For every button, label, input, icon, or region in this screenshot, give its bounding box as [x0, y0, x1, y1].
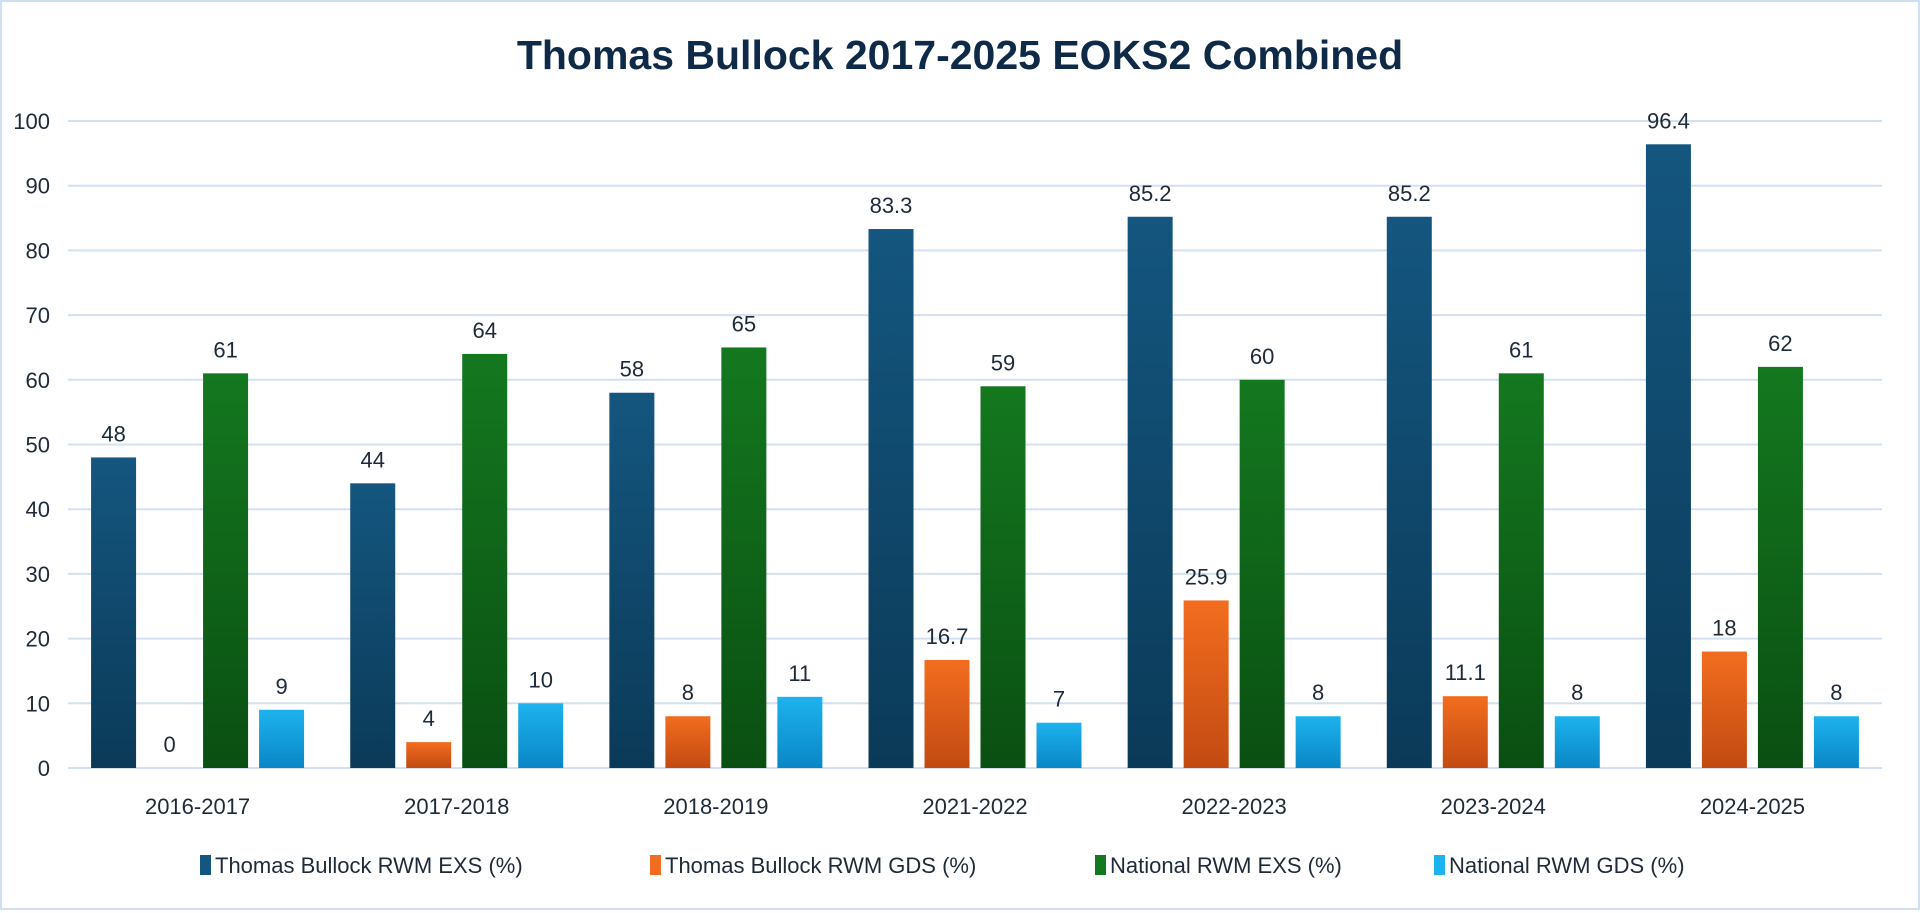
data-label: 8 [1830, 680, 1842, 705]
bar [924, 659, 970, 768]
chart-title: Thomas Bullock 2017-2025 EOKS2 Combined [517, 32, 1403, 78]
data-label: 4 [423, 706, 435, 731]
bar [1239, 379, 1285, 768]
data-label: 61 [213, 337, 237, 362]
bar [518, 703, 564, 768]
bar [1645, 144, 1691, 769]
bar [91, 457, 137, 768]
x-tick-label: 2022-2023 [1182, 794, 1287, 819]
bar [1127, 216, 1173, 769]
bar [1701, 651, 1747, 768]
bar [1183, 600, 1229, 768]
data-label: 7 [1053, 687, 1065, 712]
data-label: 10 [528, 667, 552, 692]
bar [721, 347, 767, 768]
legend-swatch [650, 855, 661, 875]
y-tick-label: 50 [26, 433, 50, 458]
y-tick-label: 10 [26, 691, 50, 716]
data-label: 16.7 [926, 624, 969, 649]
data-label: 65 [732, 311, 756, 336]
y-tick-label: 60 [26, 368, 50, 393]
data-label: 64 [472, 318, 496, 343]
y-tick-label: 80 [26, 238, 50, 263]
x-tick-label: 2018-2019 [663, 794, 768, 819]
data-label: 0 [163, 732, 175, 757]
bar [203, 373, 249, 768]
bar [1813, 716, 1859, 768]
bar [1554, 716, 1600, 768]
legend-label: Thomas Bullock RWM EXS (%) [215, 853, 523, 878]
data-label: 85.2 [1388, 181, 1431, 206]
data-label: 62 [1768, 331, 1792, 356]
data-label: 61 [1509, 337, 1533, 362]
bar [1442, 696, 1488, 768]
data-label: 11 [788, 661, 811, 686]
y-tick-label: 0 [38, 756, 50, 781]
data-label: 18 [1712, 616, 1736, 641]
data-label: 9 [275, 674, 287, 699]
x-tick-label: 2017-2018 [404, 794, 509, 819]
bar [980, 386, 1026, 768]
bar [259, 709, 305, 768]
legend-label: National RWM GDS (%) [1449, 853, 1685, 878]
bar [1757, 366, 1803, 768]
x-tick-label: 2016-2017 [145, 794, 250, 819]
y-tick-label: 100 [13, 109, 50, 134]
data-label: 11.1 [1445, 660, 1486, 685]
data-label: 83.3 [870, 193, 913, 218]
legend: Thomas Bullock RWM EXS (%) Thomas Bullock… [200, 853, 1685, 878]
legend-swatch [1434, 855, 1445, 875]
data-label: 8 [1571, 680, 1583, 705]
y-tick-label: 20 [26, 627, 50, 652]
x-axis: 2016-2017 2017-2018 2018-2019 2021-2022 2022… [145, 794, 1805, 819]
bar [350, 483, 396, 768]
data-label: 60 [1250, 344, 1274, 369]
bar [868, 229, 914, 768]
x-tick-label: 2023-2024 [1441, 794, 1546, 819]
legend-swatch [200, 855, 211, 875]
y-tick-label: 40 [26, 497, 50, 522]
data-labels: 4806194446410588651183.316.759785.225.96… [101, 108, 1842, 757]
y-tick-label: 90 [26, 174, 50, 199]
bar [462, 353, 508, 768]
legend-label: Thomas Bullock RWM GDS (%) [665, 853, 976, 878]
bar [1036, 722, 1082, 768]
data-label: 85.2 [1129, 181, 1172, 206]
bar [1386, 216, 1432, 769]
bar [406, 742, 452, 768]
legend-swatch [1095, 855, 1106, 875]
data-label: 59 [991, 350, 1015, 375]
data-label: 8 [682, 680, 694, 705]
y-axis: 0 10 20 30 40 50 60 70 80 90 100 [13, 109, 50, 781]
gridlines [68, 120, 1882, 769]
data-label: 96.4 [1647, 108, 1690, 133]
bar [777, 696, 823, 768]
data-label: 25.9 [1185, 564, 1228, 589]
data-label: 48 [101, 421, 125, 446]
data-label: 44 [360, 447, 384, 472]
bar [665, 716, 711, 768]
x-tick-label: 2024-2025 [1700, 794, 1805, 819]
data-label: 8 [1312, 680, 1324, 705]
bar [1295, 716, 1341, 768]
legend-label: National RWM EXS (%) [1110, 853, 1342, 878]
y-tick-label: 30 [26, 562, 50, 587]
bar [1498, 373, 1544, 768]
y-tick-label: 70 [26, 303, 50, 328]
bars [91, 144, 1859, 769]
bar [609, 392, 655, 768]
x-tick-label: 2021-2022 [922, 794, 1027, 819]
data-label: 58 [620, 357, 644, 382]
